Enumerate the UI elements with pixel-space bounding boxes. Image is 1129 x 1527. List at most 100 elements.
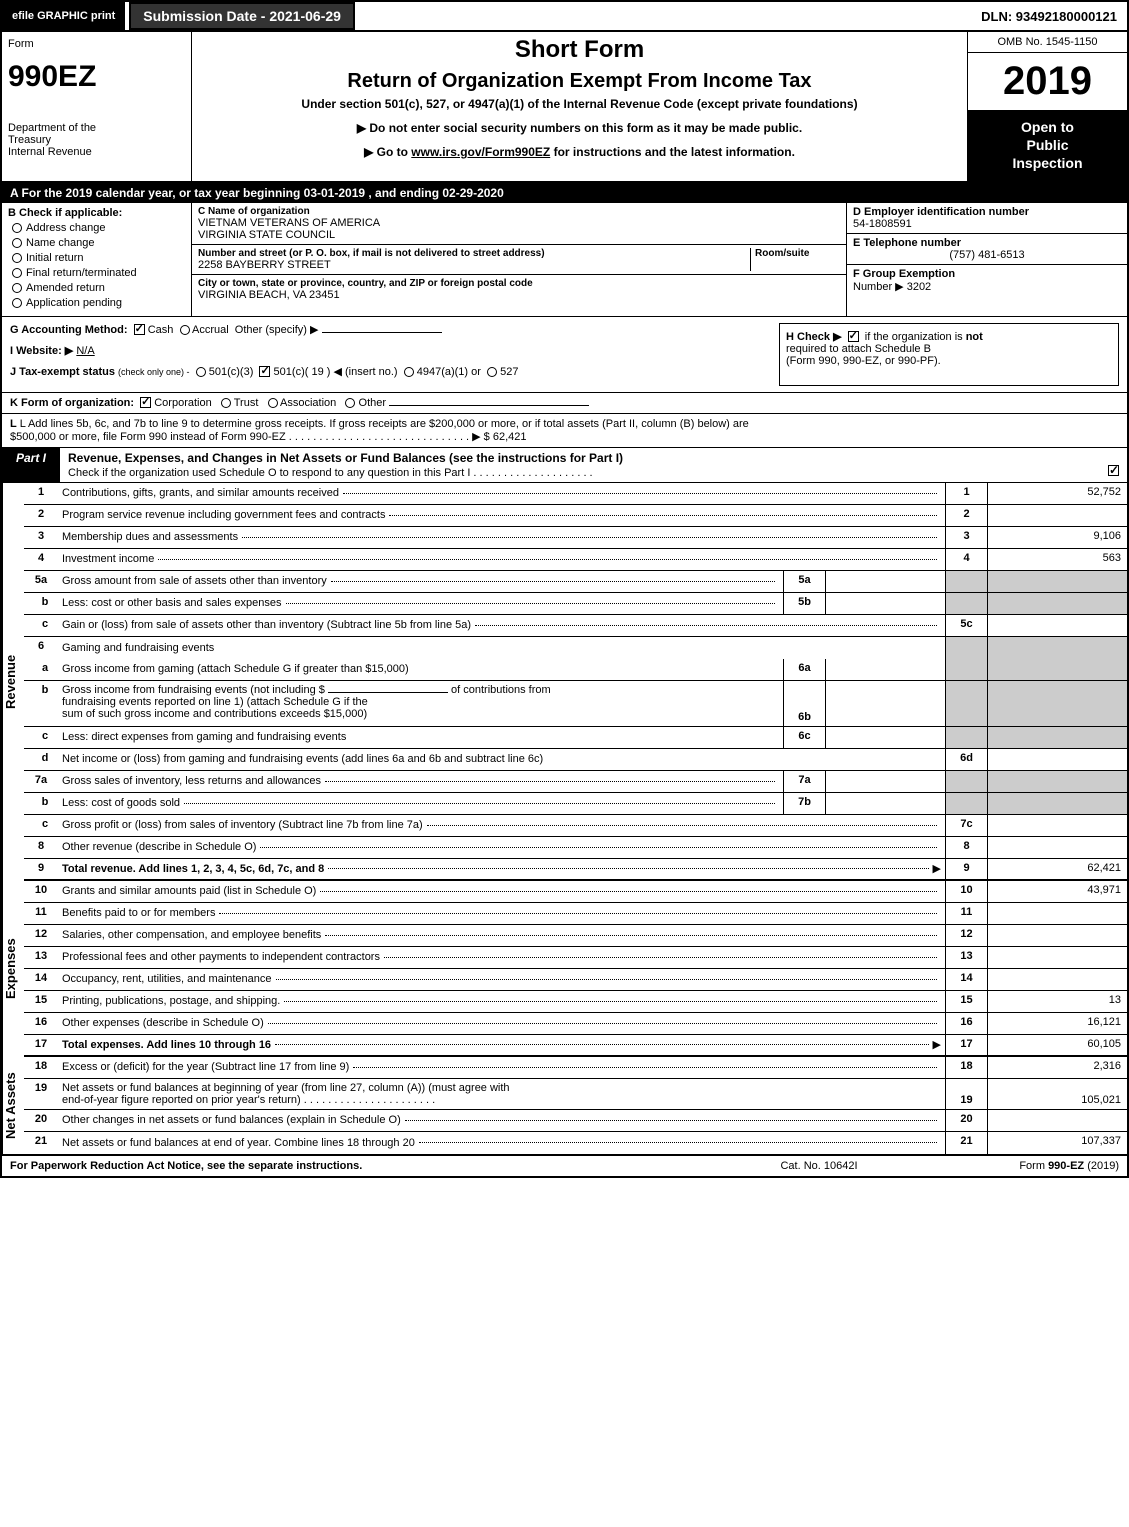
ln-desc: Gaming and fundraising events [58, 637, 945, 659]
line-12: 12 Salaries, other compensation, and emp… [24, 925, 1127, 947]
ln-rval [987, 727, 1127, 748]
irs-label: Internal Revenue [8, 146, 185, 158]
c-name-label: C Name of organization [198, 206, 840, 217]
goto-link-line: ▶ Go to www.irs.gov/Form990EZ for instru… [196, 145, 963, 159]
ln-num: 10 [24, 881, 58, 902]
ln-desc: Membership dues and assessments [58, 527, 945, 548]
line-18: 18 Excess or (deficit) for the year (Sub… [24, 1057, 1127, 1079]
ln-num: 18 [24, 1057, 58, 1078]
chk-application-pending[interactable]: Application pending [12, 297, 185, 309]
ln-num: 20 [24, 1110, 58, 1131]
k-other-input[interactable] [389, 405, 589, 406]
chk-label: Amended return [26, 282, 105, 294]
goto-pre: ▶ Go to [364, 145, 411, 159]
circle-icon [12, 238, 22, 248]
submission-date: Submission Date - 2021-06-29 [129, 2, 355, 30]
accrual-label: Accrual [192, 324, 229, 336]
chk-other[interactable] [345, 398, 355, 408]
part1-checkbox[interactable] [1108, 465, 1119, 476]
row-l: L L Add lines 5b, 6c, and 7b to line 9 t… [2, 414, 1127, 448]
ln-rcol: 10 [945, 881, 987, 902]
return-title: Return of Organization Exempt From Incom… [196, 70, 963, 93]
chk-name-change[interactable]: Name change [12, 237, 185, 249]
open-line1: Open to [972, 118, 1123, 136]
line-7a: 7a Gross sales of inventory, less return… [24, 771, 1127, 793]
ln-num: 9 [24, 859, 58, 879]
arrow-icon: ▶ [933, 862, 941, 875]
chk-527[interactable] [487, 367, 497, 377]
chk-501c3[interactable] [196, 367, 206, 377]
ln-desc: Other revenue (describe in Schedule O) [58, 837, 945, 858]
line-15: 15 Printing, publications, postage, and … [24, 991, 1127, 1013]
column-c: C Name of organization VIETNAM VETERANS … [192, 203, 847, 316]
ln-num: 4 [24, 549, 58, 570]
ln-rval: 62,421 [987, 859, 1127, 879]
chk-initial-return[interactable]: Initial return [12, 252, 185, 264]
l-text1: L Add lines 5b, 6c, and 7b to line 9 to … [20, 418, 749, 430]
form-990ez-page: efile GRAPHIC print Submission Date - 20… [0, 0, 1129, 1178]
ln-rval: 9,106 [987, 527, 1127, 548]
ln-desc: Program service revenue including govern… [58, 505, 945, 526]
chk-address-change[interactable]: Address change [12, 222, 185, 234]
ln-rval [987, 903, 1127, 924]
h-box: H Check ▶ if the organization is not req… [779, 323, 1119, 386]
6b-amount-input[interactable] [328, 692, 448, 693]
efile-print-button[interactable]: efile GRAPHIC print [2, 2, 125, 30]
k-trust: Trust [234, 397, 259, 409]
ln-rcol [945, 793, 987, 814]
e-phone: E Telephone number (757) 481-6513 [847, 233, 1127, 264]
ln-rval [987, 771, 1127, 792]
chk-501c[interactable] [259, 366, 270, 377]
b-title: B Check if applicable: [8, 207, 185, 219]
ln-num: c [24, 815, 58, 836]
dept-label: Department of the [8, 122, 185, 134]
expenses-body: 10 Grants and similar amounts paid (list… [24, 881, 1127, 1057]
ln-desc: Other changes in net assets or fund bala… [58, 1110, 945, 1131]
ln-midval [825, 681, 945, 726]
chk-trust[interactable] [221, 398, 231, 408]
ln-rval: 16,121 [987, 1013, 1127, 1034]
ln-rval [987, 969, 1127, 990]
j-line: J Tax-exempt status (check only one) - 5… [10, 365, 779, 378]
chk-final-return[interactable]: Final return/terminated [12, 267, 185, 279]
chk-h[interactable] [848, 331, 859, 342]
website-value: N/A [76, 345, 94, 357]
ln-rcol: 17 [945, 1035, 987, 1055]
other-specify-input[interactable] [322, 332, 442, 333]
ln-rval [987, 947, 1127, 968]
ln-desc: Less: cost or other basis and sales expe… [58, 593, 783, 614]
ln-rcol [945, 771, 987, 792]
chk-corp[interactable] [140, 397, 151, 408]
ln-rcol: 3 [945, 527, 987, 548]
chk-4947[interactable] [404, 367, 414, 377]
ln-rcol: 9 [945, 859, 987, 879]
top-bar: efile GRAPHIC print Submission Date - 20… [2, 2, 1127, 32]
ln-rcol: 2 [945, 505, 987, 526]
chk-amended-return[interactable]: Amended return [12, 282, 185, 294]
k-label: K Form of organization: [10, 397, 134, 409]
part1-title-text: Revenue, Expenses, and Changes in Net As… [68, 451, 623, 465]
chk-assoc[interactable] [268, 398, 278, 408]
ln-num: 17 [24, 1035, 58, 1055]
revenue-section: Revenue 1 Contributions, gifts, grants, … [2, 483, 1127, 881]
h-text1: if the organization is [865, 331, 966, 343]
chk-accrual[interactable] [180, 325, 190, 335]
ln-rval: 60,105 [987, 1035, 1127, 1055]
ln-rcol: 21 [945, 1132, 987, 1154]
ln-rcol [945, 593, 987, 614]
g-label: G Accounting Method: [10, 324, 128, 336]
ln-num: b [24, 593, 58, 614]
chk-label: Application pending [26, 297, 122, 309]
ln-midcol: 7a [783, 771, 825, 792]
line-20: 20 Other changes in net assets or fund b… [24, 1110, 1127, 1132]
city-row: City or town, state or province, country… [192, 275, 846, 304]
ln-rcol [945, 571, 987, 592]
room-label: Room/suite [755, 248, 840, 259]
netassets-section: Net Assets 18 Excess or (deficit) for th… [2, 1057, 1127, 1154]
line-5c: c Gain or (loss) from sale of assets oth… [24, 615, 1127, 637]
ln-desc: Excess or (deficit) for the year (Subtra… [58, 1057, 945, 1078]
chk-cash[interactable] [134, 324, 145, 335]
irs-link[interactable]: www.irs.gov/Form990EZ [411, 145, 550, 159]
e-label: E Telephone number [853, 237, 1121, 249]
ln-rval: 105,021 [987, 1079, 1127, 1109]
